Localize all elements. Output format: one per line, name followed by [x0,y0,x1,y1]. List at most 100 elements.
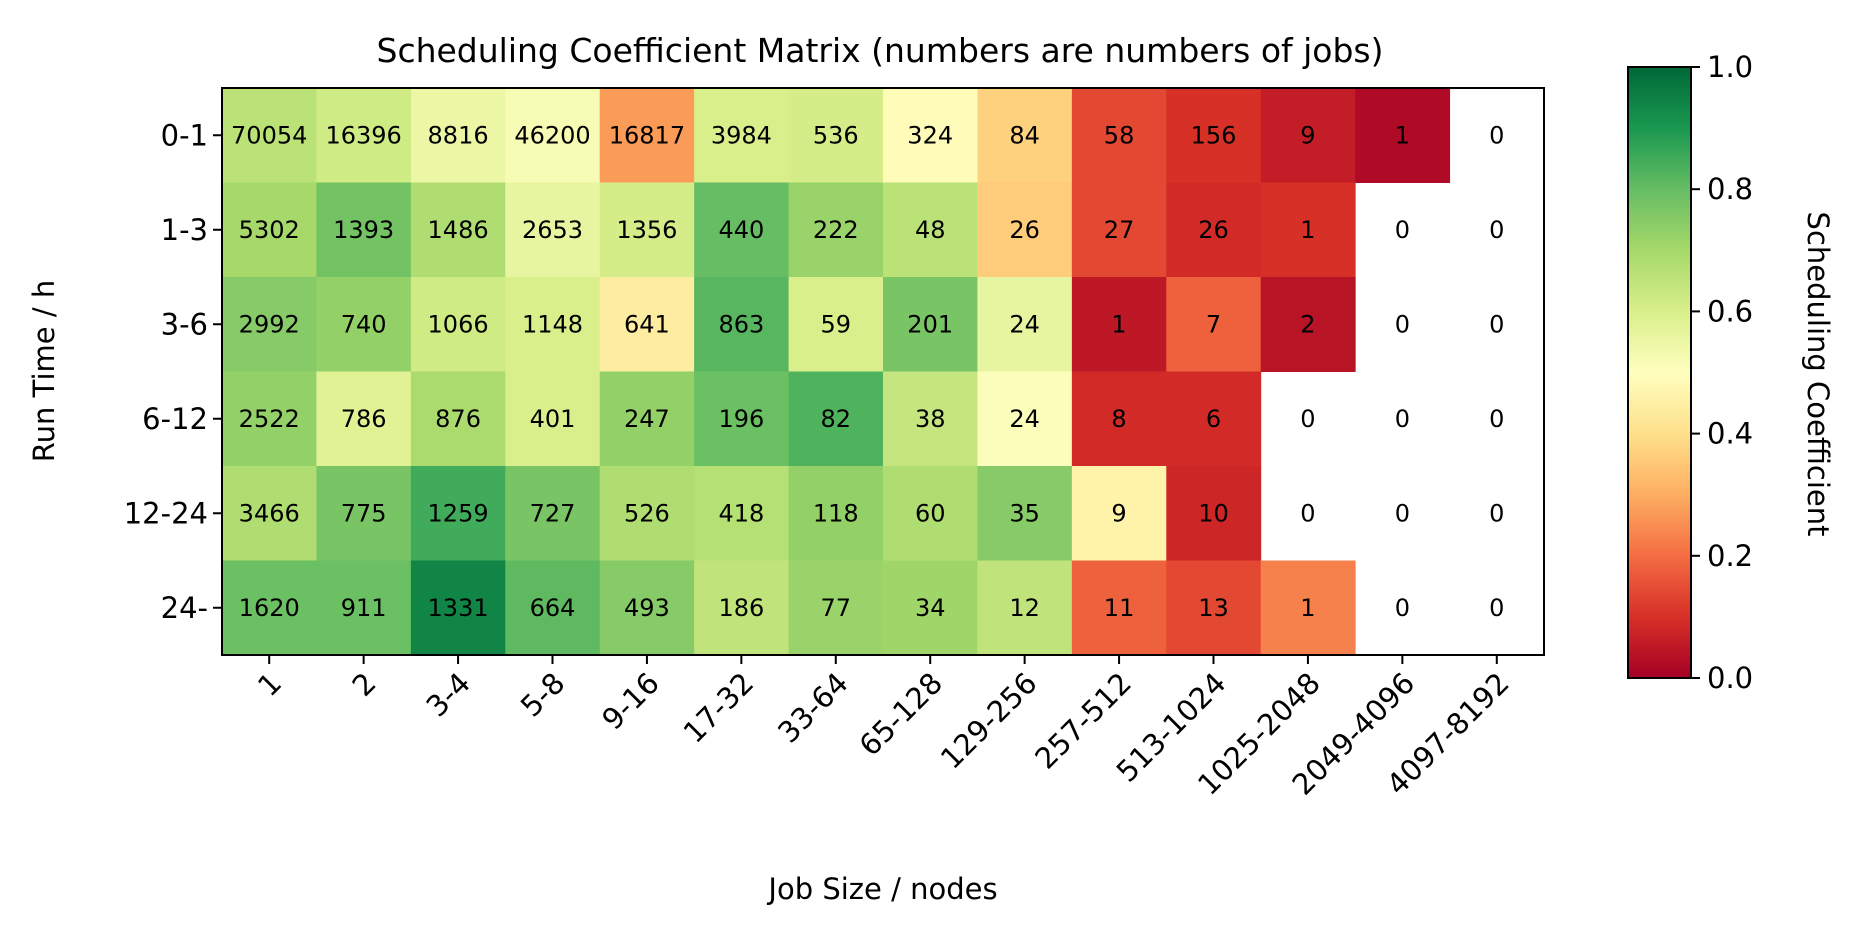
heatmap-cell [788,182,884,278]
y-tick-label: 6-12 [142,402,208,436]
heatmap-cell [1166,88,1262,183]
cell-count-label: 863 [718,310,764,338]
heatmap-cell [505,182,601,278]
cell-count-label: 324 [907,121,953,149]
heatmap-cell [1166,371,1262,467]
heatmap-cell [222,560,317,656]
plot-frame [221,87,1545,656]
colorbar-ticks: 0.0 0.2 0.4 0.6 0.8 1.0 [1691,50,1753,695]
cell-count-label: 1259 [428,499,489,527]
cell-count-label: 34 [915,594,946,622]
cell-count-label: 418 [718,499,764,527]
cell-count-label: 156 [1191,121,1237,149]
heatmap-cell [599,371,695,467]
cell-count-label: 201 [907,310,953,338]
heatmap-cell [222,371,317,467]
heatmap-cell [316,88,412,183]
heatmap-cell [1260,88,1356,183]
x-tick-label: 9-16 [595,666,666,737]
heatmap-cell [599,88,695,183]
cell-count-label: 440 [718,216,764,244]
cell-count-label: 9 [1111,499,1126,527]
chart-title: Scheduling Coefficient Matrix (numbers a… [377,31,1384,70]
x-tick-label: 33-64 [771,666,855,750]
heatmap-cell [505,88,601,183]
cell-count-label: 2992 [239,310,300,338]
heatmap-cell [694,466,790,561]
heatmap-cell [1071,466,1167,561]
heatmap-cell [977,88,1073,183]
cell-count-label: 8816 [428,121,489,149]
colorbar-tick-label: 0.4 [1707,417,1753,451]
colorbar [1627,66,1692,679]
cell-count-label: 401 [530,405,576,433]
cell-count-label: 186 [718,594,764,622]
colorbar-tick-label: 1.0 [1707,50,1753,84]
cell-count-label: 0 [1395,499,1410,527]
heatmap-cell [694,182,790,278]
heatmap-cell [1260,182,1356,278]
heatmap-cell [883,88,978,183]
heatmap-cell [1071,560,1167,656]
heatmap-cell [883,466,978,561]
cell-count-label: 48 [915,216,946,244]
heatmap-cell [788,560,884,656]
heatmap-cell [694,277,790,372]
heatmap-cell [410,560,506,656]
cell-count-label: 2522 [239,405,300,433]
heatmap-cell [505,466,601,561]
cell-count-label: 0 [1300,499,1315,527]
y-tick-label: 0-1 [161,118,208,152]
cell-count-label: 0 [1395,310,1410,338]
colorbar-tick-label: 0.0 [1707,661,1753,695]
heatmap-cell [316,466,412,561]
cell-count-label: 82 [821,405,852,433]
cell-count-label: 1 [1395,121,1410,149]
cell-count-label: 77 [821,594,852,622]
cell-count-label: 8 [1111,405,1126,433]
x-axis-label: Job Size / nodes [766,872,997,906]
y-axis-label: Run Time / h [27,280,61,462]
x-tick-label: 5-8 [514,666,572,724]
cell-count-label: 664 [530,594,576,622]
heatmap-cell [1260,277,1356,372]
cell-count-label: 2653 [522,216,583,244]
heatmap-cell [505,277,601,372]
cell-count-label: 16817 [609,121,685,149]
heatmap-cell [883,560,978,656]
cell-count-label: 1356 [616,216,677,244]
cell-count-label: 11 [1104,594,1135,622]
heatmap-cell [410,277,506,372]
cell-count-label: 911 [341,594,387,622]
colorbar-tick-label: 0.6 [1707,294,1753,328]
cell-count-label: 222 [813,216,859,244]
heatmap-cell [788,277,884,372]
heatmap-cell [599,182,695,278]
heatmap-cell [788,88,884,183]
cell-count-label: 775 [341,499,387,527]
cell-count-label: 24 [1009,310,1040,338]
x-tick-label: 3-4 [419,666,477,724]
cell-count-label: 1331 [428,594,489,622]
heatmap-cell [977,182,1073,278]
heatmap-cell [222,88,317,183]
cell-count-label: 26 [1009,216,1040,244]
cell-count-label: 24 [1009,405,1040,433]
heatmap-cell [316,277,412,372]
cell-count-label: 0 [1489,499,1504,527]
cell-count-label: 59 [821,310,852,338]
heatmap-cell [410,371,506,467]
cell-count-label: 0 [1395,594,1410,622]
heatmap-cell [694,371,790,467]
cell-count-label: 35 [1009,499,1040,527]
heatmap-cells [222,88,1451,656]
cell-count-label: 1 [1300,216,1315,244]
cell-count-label: 70054 [231,121,307,149]
cell-count-label: 0 [1489,216,1504,244]
heatmap-cell [1355,88,1451,183]
cell-count-label: 38 [915,405,946,433]
x-tick-label: 17-32 [677,666,761,750]
cell-count-label: 1 [1300,594,1315,622]
heatmap-cell [1071,182,1167,278]
cell-count-label: 2 [1300,310,1315,338]
